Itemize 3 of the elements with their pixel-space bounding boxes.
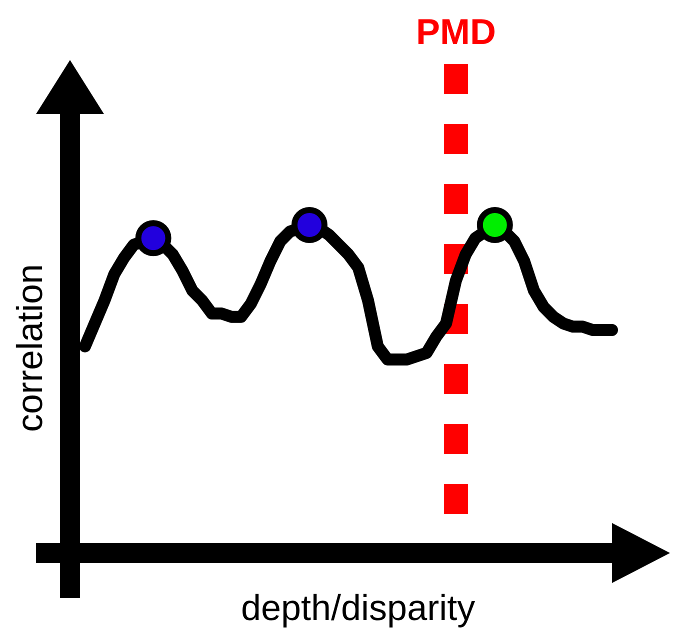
text: PMD bbox=[416, 10, 496, 52]
x-axis-title: depth/disparity bbox=[240, 586, 476, 628]
y-axis-title: correlation bbox=[8, 264, 50, 432]
